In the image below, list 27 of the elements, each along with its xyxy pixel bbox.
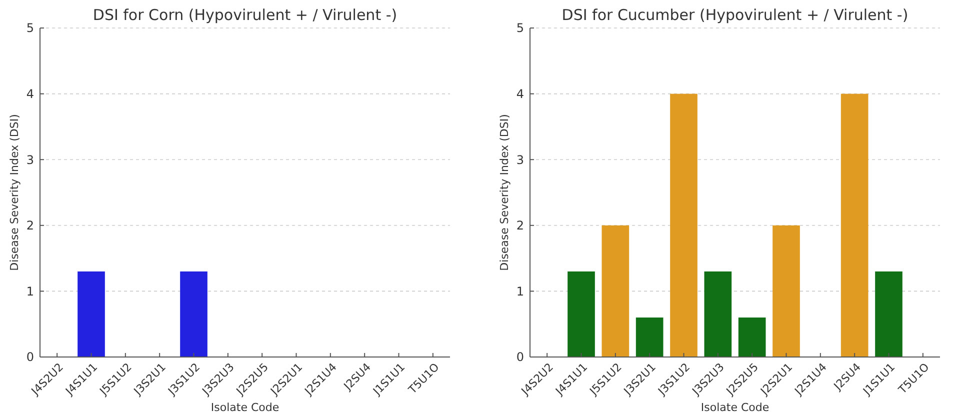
- bar: [840, 94, 868, 357]
- y-tick-label: 1: [26, 284, 34, 298]
- bar: [636, 318, 664, 357]
- y-tick-label: 2: [26, 218, 34, 233]
- y-tick-label: 4: [516, 87, 524, 101]
- y-tick-label: 1: [516, 284, 524, 298]
- bar: [568, 271, 595, 357]
- x-axis-title: Isolate Code: [700, 401, 770, 414]
- y-axis-title: Disease Severity Index (DSI): [8, 114, 21, 271]
- y-tick-label: 5: [26, 21, 34, 36]
- y-tick-label: 4: [26, 87, 34, 101]
- chart-title: DSI for Cucumber (Hypovirulent + / Virulent -): [562, 6, 908, 24]
- bar: [738, 318, 766, 357]
- chart-title: DSI for Corn (Hypovirulent + / Virulent -): [92, 6, 398, 24]
- y-tick-label: 0: [26, 350, 34, 364]
- y-axis-title: Disease Severity Index (DSI): [498, 114, 511, 271]
- y-tick-label: 0: [516, 350, 524, 364]
- y-tick-label: 5: [516, 21, 524, 36]
- bar: [704, 271, 732, 357]
- bar: [602, 225, 630, 357]
- bar: [670, 94, 698, 357]
- bar: [772, 225, 800, 357]
- y-tick-label: 3: [516, 152, 524, 167]
- y-tick-label: 2: [516, 218, 524, 233]
- bar: [875, 271, 902, 357]
- x-axis-title: Isolate Code: [210, 401, 280, 414]
- y-tick-label: 3: [26, 152, 34, 167]
